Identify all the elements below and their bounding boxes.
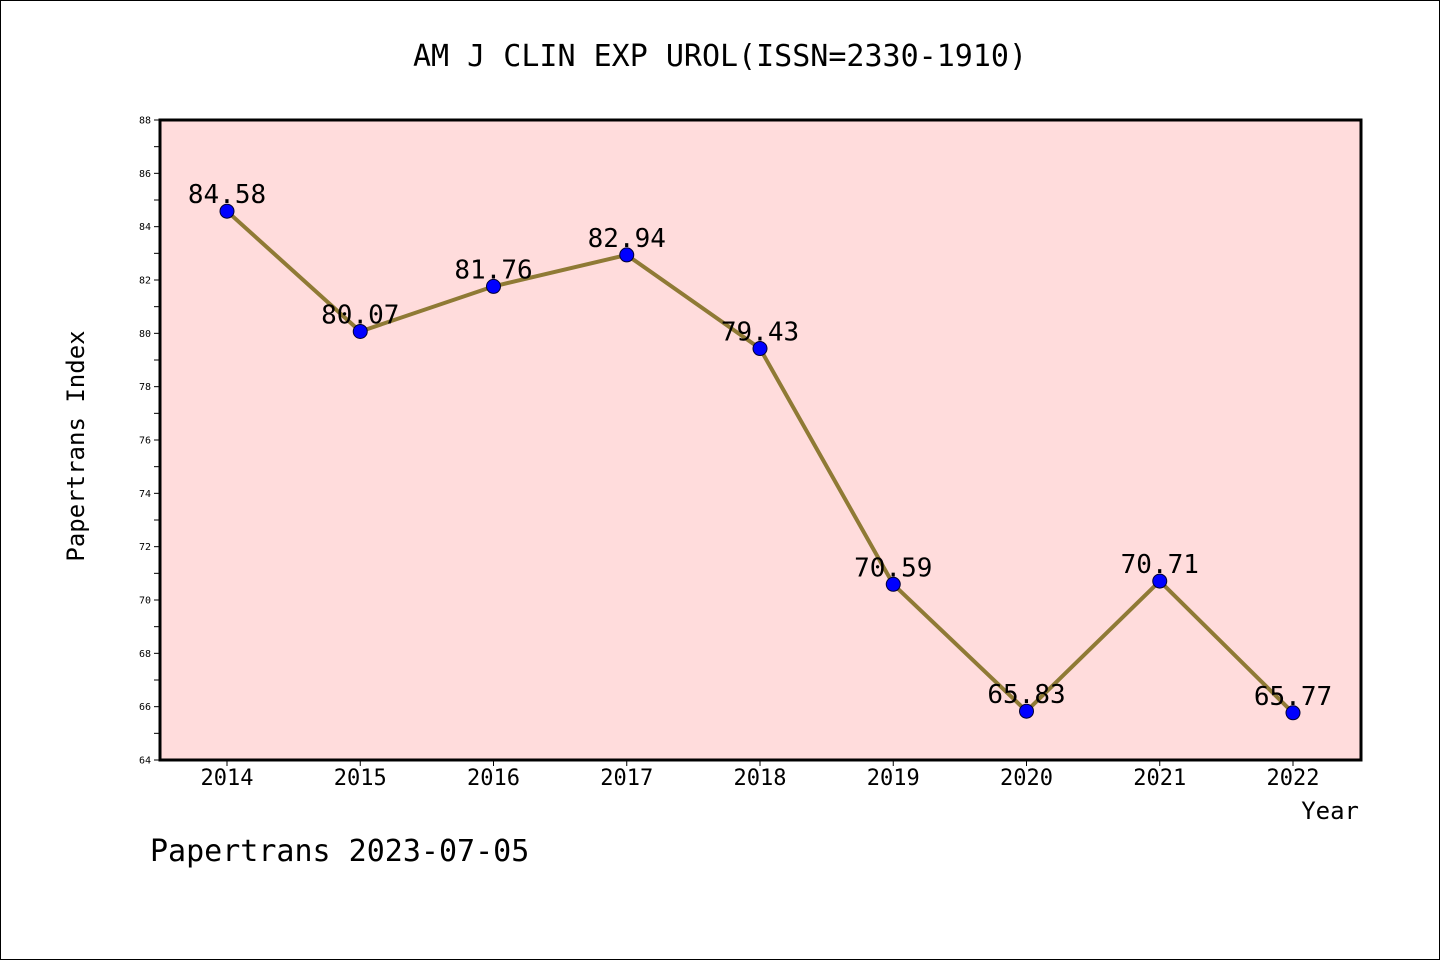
data-point: [1019, 703, 1034, 719]
x-axis-label: Year: [1301, 797, 1359, 825]
data-point: [619, 247, 635, 263]
y-tick-label: 82: [139, 276, 151, 287]
data-point: [352, 323, 368, 339]
x-tick-label: 2019: [867, 766, 920, 791]
x-tick-label: 2020: [1000, 766, 1053, 791]
plot-area: [158, 118, 1363, 762]
data-label: 70.71: [1121, 550, 1199, 580]
x-axis: 2014 2015 2016 2017 2018 2019 2020 2021 2022: [201, 760, 1320, 791]
x-tick-label: 2016: [467, 766, 520, 791]
x-tick-label: 2014: [201, 766, 254, 791]
data-label: 79.43: [721, 318, 799, 348]
data-point: [1152, 573, 1168, 589]
y-tick-label: 66: [139, 702, 151, 713]
data-point: [885, 576, 901, 592]
x-tick-label: 2017: [600, 766, 653, 791]
y-tick-label: 86: [139, 169, 151, 180]
y-axis-label: Papertrans Index: [62, 330, 90, 561]
chart-title: AM J CLIN EXP UROL(ISSN=2330-1910): [413, 39, 1027, 74]
x-tick-label: 2015: [334, 766, 387, 791]
footer-watermark: Papertrans 2023-07-05: [150, 834, 530, 869]
data-label: 81.76: [454, 255, 532, 285]
y-tick-label: 88: [139, 116, 151, 127]
data-label: 65.77: [1254, 682, 1332, 712]
x-tick-label: 2018: [734, 766, 787, 791]
data-point: [486, 278, 501, 294]
y-tick-label: 76: [139, 436, 151, 447]
y-tick-label: 64: [139, 756, 151, 767]
series-points-group: [219, 203, 1301, 721]
data-label: 70.59: [854, 553, 932, 583]
y-tick-label: 72: [139, 542, 151, 553]
data-point: [752, 341, 768, 357]
y-axis: 64 66 68 70 72 74 76 78 80 82 84 86 88: [139, 116, 160, 767]
y-tick-label: 68: [139, 649, 151, 660]
x-tick-label: 2022: [1267, 766, 1320, 791]
y-tick-label: 80: [139, 329, 151, 340]
y-tick-label: 74: [139, 489, 151, 500]
y-tick-label: 84: [139, 222, 151, 233]
data-label: 84.58: [188, 180, 266, 210]
x-tick-label: 2021: [1133, 766, 1186, 791]
y-tick-label: 78: [139, 382, 151, 393]
data-label: 65.83: [987, 680, 1065, 710]
data-point: [1285, 705, 1301, 721]
data-labels-group: 84.58 80.07 81.76 82.94 79.43 70.59 65.83 70.71…: [188, 180, 1332, 712]
data-point: [219, 203, 235, 219]
y-tick-label: 70: [139, 596, 151, 607]
data-label: 80.07: [321, 300, 399, 330]
data-label: 82.94: [588, 224, 666, 254]
